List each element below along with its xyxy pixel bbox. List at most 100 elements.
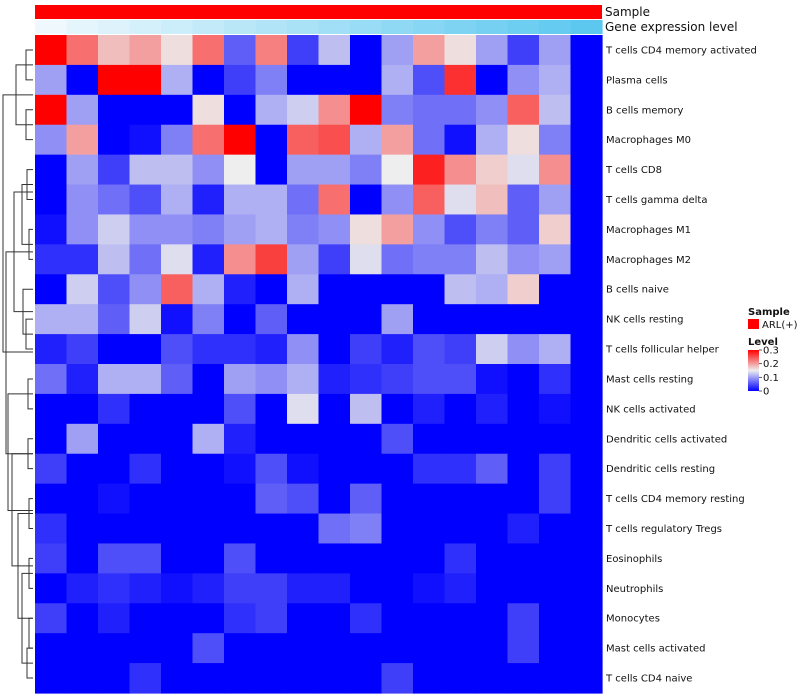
heatmap-cell [224,35,257,66]
heatmap-cell [129,154,162,186]
heatmap-cell [476,214,509,245]
heatmap-cell [35,184,68,216]
heatmap-cell [318,603,351,634]
heatmap-cell [413,364,446,395]
heatmap-cell [192,543,225,574]
heatmap-cell [476,633,509,664]
heatmap-cell [444,453,477,485]
gene-expression-cell [129,20,162,34]
dendrogram-branch [7,393,33,512]
heatmap-cell [98,393,131,425]
heatmap-cell [381,154,414,186]
row-label: Macrophages M2 [606,255,691,266]
heatmap-cell [413,334,446,365]
heatmap-cell [35,603,68,634]
heatmap-cell [35,154,68,186]
heatmap-cell [66,543,99,574]
heatmap-cell [381,603,414,634]
heatmap-cell [129,334,162,365]
heatmap-cell [287,274,320,305]
heatmap-cell [539,663,572,694]
heatmap-cell [255,154,288,186]
heatmap-cell [287,513,320,545]
heatmap-cell [161,573,194,604]
heatmap-cell [161,334,194,365]
heatmap-cell [539,184,572,216]
gene-expression-cell [570,20,603,34]
heatmap-cell [161,35,194,66]
heatmap-cell [129,124,162,156]
heatmap-cell [318,64,351,96]
heatmap-cell [255,184,288,216]
heatmap-cells [35,35,603,694]
heatmap-cell [507,94,540,126]
heatmap-cell [318,304,351,335]
heatmap-cell [287,304,320,335]
heatmap-cell [570,663,603,694]
heatmap-cell [98,244,131,275]
heatmap-cell [539,274,572,305]
heatmap-cell [350,94,383,126]
heatmap-cell [318,393,351,425]
gene-expression-cell [224,20,257,34]
heatmap-cell [318,663,351,694]
heatmap-cell [161,483,194,515]
heatmap-cell [413,124,446,156]
heatmap-cell [539,393,572,425]
heatmap-cell [476,603,509,634]
heatmap-cell [350,453,383,485]
heatmap-cell [161,633,194,664]
heatmap-cell [381,334,414,365]
heatmap-cell [444,154,477,186]
gene-expression-cell [66,20,99,34]
row-label: T cells CD4 memory activated [605,45,757,56]
heatmap-cell [192,124,225,156]
heatmap-cell [35,124,68,156]
legend-level-title: Level [748,337,778,348]
heatmap-cell [350,483,383,515]
heatmap-cell [287,483,320,515]
heatmap-cell [161,603,194,634]
heatmap-cell [98,364,131,395]
heatmap-cell [98,483,131,515]
heatmap-cell [570,633,603,664]
heatmap-cell [287,663,320,694]
heatmap-cell [381,64,414,96]
heatmap-cell [66,633,99,664]
heatmap-cell [98,124,131,156]
row-label: B cells naive [606,285,669,296]
legend-level-gradient [748,350,759,391]
heatmap-cell [476,663,509,694]
heatmap-cell [381,304,414,335]
heatmap-cell [476,364,509,395]
heatmap-cell [318,244,351,275]
heatmap-cell [255,483,288,515]
heatmap-cell [570,453,603,485]
heatmap-cell [287,64,320,96]
heatmap-cell [318,35,351,66]
heatmap-cell [350,304,383,335]
heatmap-cell [66,64,99,96]
heatmap-cell [129,304,162,335]
heatmap-cell [255,274,288,305]
heatmap-cell [413,154,446,186]
heatmap-cell [350,244,383,275]
heatmap-cell [570,364,603,395]
heatmap-cell [318,94,351,126]
heatmap-cell [444,364,477,395]
heatmap-cell [66,663,99,694]
heatmap-cell [570,573,603,604]
heatmap-cell [350,393,383,425]
heatmap-cell [192,603,225,634]
heatmap-cell [161,94,194,126]
heatmap-cell [476,334,509,365]
legend-level-tick-label: 0.2 [763,359,779,370]
heatmap-cell [66,483,99,515]
heatmap-cell [381,184,414,216]
heatmap-cell [476,423,509,455]
heatmap-cell [444,124,477,156]
heatmap-cell [129,274,162,305]
heatmap-cell [98,603,131,634]
heatmap-cell [539,633,572,664]
heatmap-cell [255,334,288,365]
